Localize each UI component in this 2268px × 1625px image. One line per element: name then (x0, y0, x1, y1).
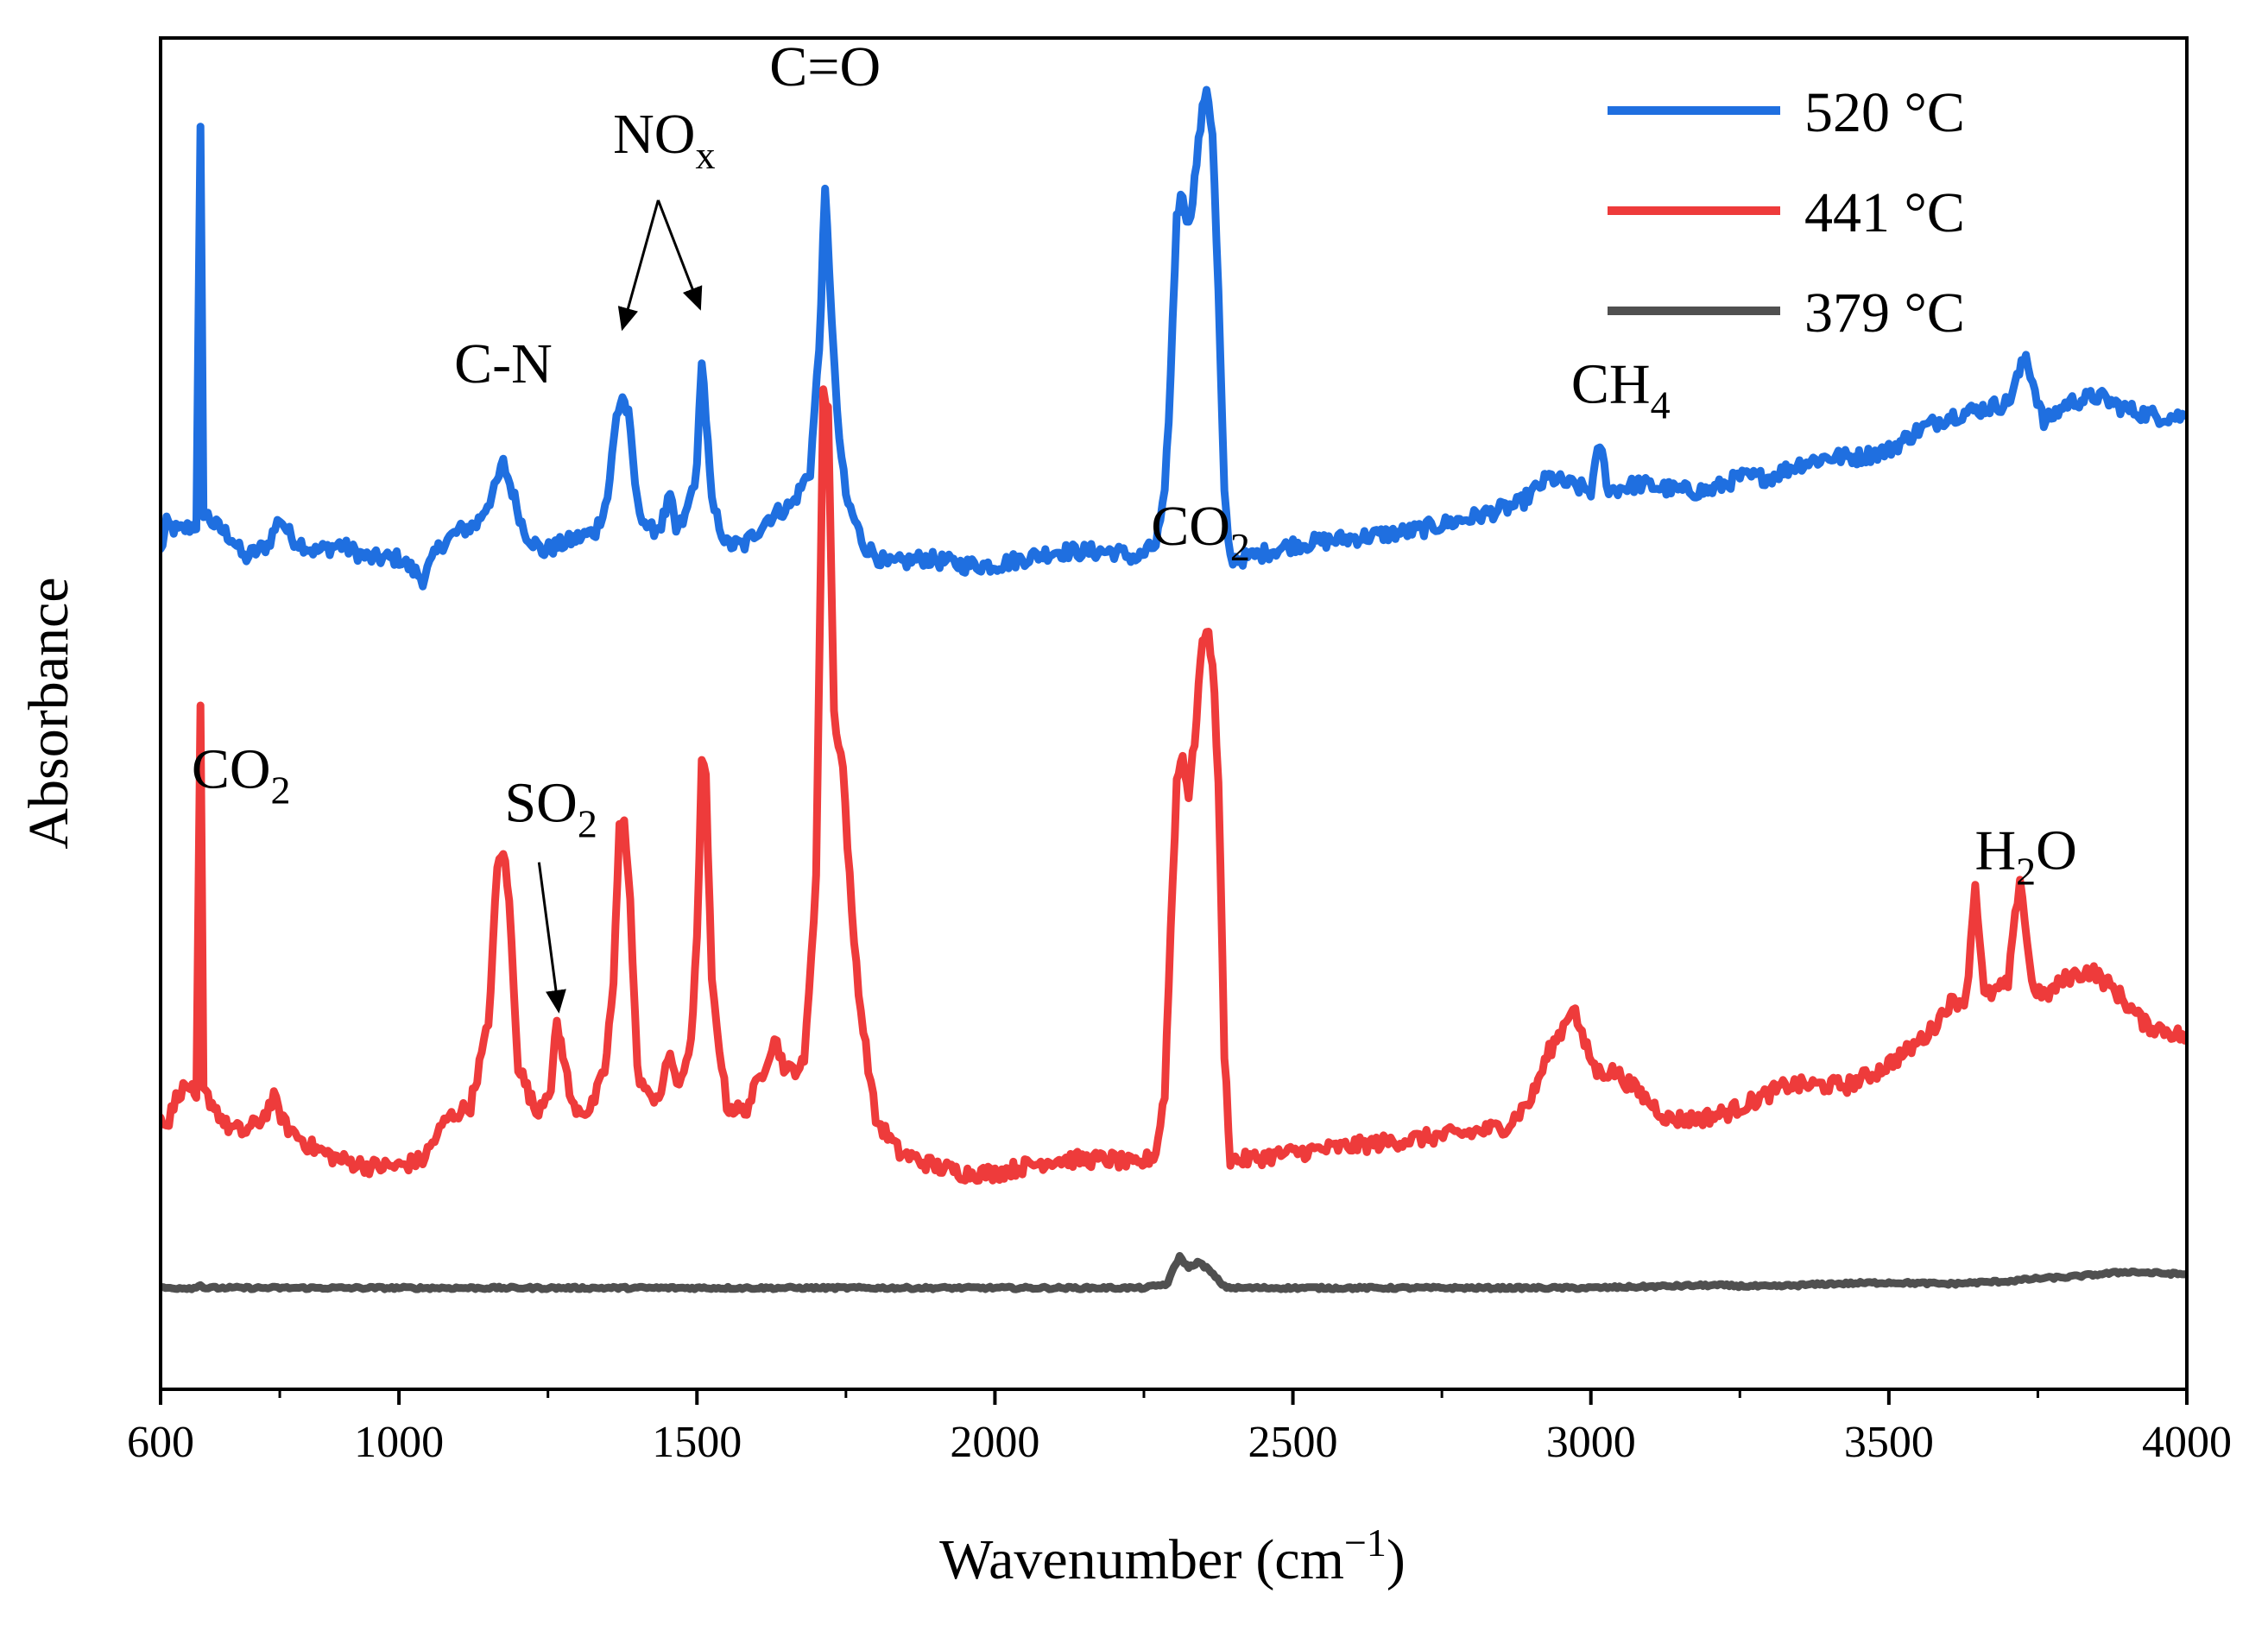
annotation-base: SO (504, 772, 577, 835)
x-tick-label-3000: 3000 (1546, 1418, 1636, 1467)
x-axis: 600 1000 1500 2000 2500 3000 3500 4000 (127, 1389, 2232, 1467)
x-tick-label-2000: 2000 (950, 1418, 1039, 1467)
annotation-c-o-2: C=O (769, 35, 881, 98)
annotation-base: C=O (769, 35, 881, 98)
legend: 520 °C 441 °C 379 °C (1608, 81, 1965, 345)
x-tick-label-1000: 1000 (354, 1418, 444, 1467)
annotation-base: CO (192, 738, 271, 801)
annotation-subscript: 2 (271, 768, 291, 812)
annotation-ch4-3: CH4 (1571, 353, 1671, 427)
legend-label-441-c: 441 °C (1804, 181, 1965, 244)
series-line-441-c (161, 385, 2187, 1186)
annotation-base: H (1974, 819, 2016, 882)
x-tick-label-4000: 4000 (2142, 1418, 2232, 1467)
y-axis-title: Absorbance (17, 577, 80, 849)
series-line-379-c (161, 1252, 2187, 1293)
series-layer (161, 85, 2187, 1293)
plot-frame (159, 36, 2189, 1391)
legend-label-379-c: 379 °C (1804, 281, 1965, 345)
legend-label-520-c: 520 °C (1804, 81, 1965, 144)
series-line-520-c (161, 85, 2187, 591)
so2-arrow (537, 862, 566, 1014)
annotation-so2-6: SO2 (504, 772, 597, 846)
x-axis-title-main: Wavenumber (939, 1528, 1241, 1591)
annotation-subscript: 4 (1651, 383, 1671, 427)
annotation-base: CH (1571, 353, 1651, 416)
annotation-base: CO (1151, 495, 1230, 558)
annotation-subscript: 2 (1230, 525, 1250, 569)
annotation-subscript: x (695, 133, 715, 177)
annotation-base: NO (613, 103, 695, 166)
x-tick-label-1500: 1500 (652, 1418, 742, 1467)
annotation-co2-5: CO2 (192, 738, 291, 812)
annotation-subscript: 2 (578, 802, 597, 846)
x-tick-label-600: 600 (127, 1418, 194, 1467)
annotation-h2o-7: H2O (1974, 819, 2076, 893)
x-axis-title-exponent: −1 (1344, 1521, 1387, 1565)
x-tick-label-3500: 3500 (1844, 1418, 1934, 1467)
x-tick-label-2500: 2500 (1248, 1418, 1338, 1467)
nox-arrow-2 (656, 199, 703, 311)
x-axis-title: Wavenumber (cm−1) (939, 1521, 1406, 1591)
x-axis-title-close: ) (1387, 1528, 1406, 1591)
x-axis-title-unit: (cm (1255, 1528, 1344, 1591)
annotation-c-n-0: C-N (454, 332, 553, 395)
annotation-subscript: 2 (2016, 849, 2036, 893)
annotation-nox-1: NOx (613, 103, 715, 177)
annotation-base: C-N (454, 332, 553, 395)
annotation-tail: O (2036, 819, 2077, 882)
annotation-co2-4: CO2 (1151, 495, 1250, 569)
nox-arrow-1 (617, 199, 660, 332)
